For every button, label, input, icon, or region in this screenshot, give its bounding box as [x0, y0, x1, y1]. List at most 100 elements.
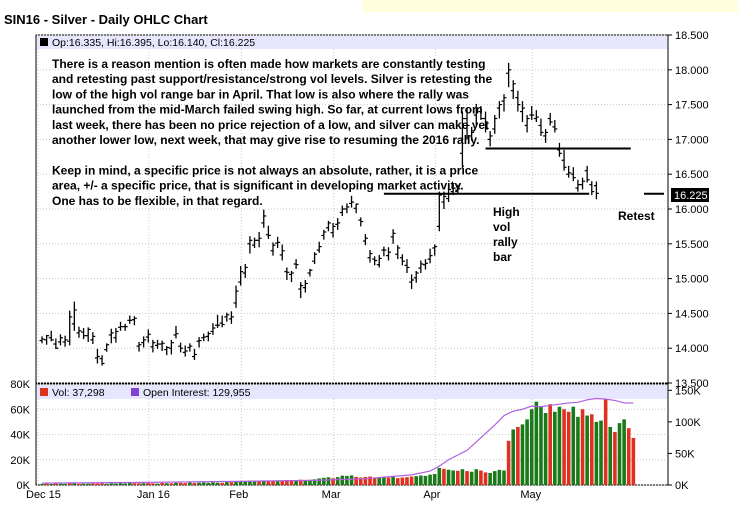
volume-bar — [331, 478, 335, 485]
ohlc-bar — [547, 112, 553, 126]
volume-bar — [497, 469, 502, 485]
volume-bar — [220, 482, 224, 485]
ohlc-bar — [492, 115, 498, 134]
price-tick-label: 16.500 — [675, 169, 709, 181]
volume-bar — [303, 480, 308, 485]
ohlc-bar — [261, 209, 267, 228]
ohlc-bar — [219, 315, 225, 328]
volume-bar — [525, 419, 529, 485]
ohlc-bar — [422, 259, 428, 270]
price-grid — [37, 34, 667, 384]
volume-bar — [58, 483, 63, 485]
volume-bar — [465, 471, 469, 485]
ohlc-bar — [325, 220, 331, 232]
ohlc-bar — [191, 348, 197, 361]
ohlc-bar — [529, 105, 535, 120]
ohlc-bar — [39, 336, 45, 344]
volume-bar — [372, 477, 377, 485]
volume-bar — [562, 409, 566, 485]
commentary-text: There is a reason mention is often made … — [52, 57, 492, 208]
price-tick-label: 14.000 — [675, 343, 709, 355]
ohlc-bar — [182, 345, 188, 357]
ohlc-bar — [85, 327, 91, 342]
ohlc-bar — [205, 331, 211, 342]
ohlc-bar — [201, 333, 207, 342]
volume-bar — [488, 473, 492, 485]
volume-bar — [225, 481, 229, 485]
ohlc-bar — [302, 279, 308, 293]
volume-bar — [414, 476, 419, 485]
volume-bar — [529, 409, 534, 485]
commentary-line: There is a reason mention is often made … — [52, 57, 485, 71]
volume-bar — [479, 470, 483, 485]
volume-bar — [349, 475, 354, 485]
ohlc-bar — [307, 268, 313, 277]
commentary-line: another lower low, next week, that may g… — [52, 133, 479, 147]
volume-bar — [391, 476, 395, 485]
ohlc-bar — [196, 337, 202, 348]
ohlc-bar — [570, 167, 576, 182]
ohlc-bar — [515, 90, 521, 112]
retest-annotation: Retest — [618, 209, 655, 223]
volume-bar — [423, 475, 428, 485]
volume-bar — [622, 419, 626, 485]
volume-bar — [419, 475, 423, 485]
chart-title: SIN16 - Silver - Daily OHLC Chart — [4, 12, 208, 27]
ohlc-bar — [427, 248, 433, 264]
price-tick-label: 13.500 — [675, 378, 709, 390]
volume-bar — [456, 470, 460, 485]
volume-bar — [132, 483, 137, 485]
volume-bar — [534, 401, 539, 485]
volume-bar — [123, 483, 127, 485]
volume-bar — [451, 470, 455, 485]
volume-bar — [548, 404, 552, 485]
volume-bar — [483, 472, 488, 485]
volume-bars — [40, 399, 636, 485]
price-legend-band — [37, 36, 667, 49]
volume-bar — [469, 471, 474, 485]
oi-tick-label: 100K — [675, 417, 701, 429]
volume-bar — [345, 475, 349, 485]
volume-bar — [77, 483, 81, 485]
volume-bar — [377, 477, 382, 485]
high-vol-label-line: bar — [493, 250, 512, 264]
volume-bar — [626, 428, 631, 485]
volume-bar — [298, 479, 303, 485]
ohlc-bar — [238, 266, 244, 286]
ohlc-bar — [118, 321, 124, 331]
volume-bar — [104, 483, 109, 485]
ohlc-bar — [279, 244, 285, 261]
ohlc-bar — [284, 267, 290, 280]
volume-bar — [308, 479, 312, 485]
ohlc-bar — [104, 343, 110, 352]
ohlc-bar — [265, 225, 271, 239]
ohlc-bar — [593, 181, 599, 200]
date-tick-label: May — [520, 489, 541, 501]
volume-bar — [252, 480, 257, 485]
volume-bar — [594, 421, 599, 485]
ohlc-bar — [575, 179, 581, 192]
price-tick-label: 18.500 — [675, 30, 709, 42]
ohlc-bar — [543, 128, 549, 143]
volume-bar — [169, 483, 174, 485]
ohlc-bar — [90, 332, 96, 345]
date-tick-label: Feb — [229, 489, 248, 501]
volume-tick-label: 0K — [17, 480, 31, 492]
volume-bar — [91, 483, 95, 485]
volume-bar — [502, 470, 506, 485]
volume-bar — [428, 474, 432, 485]
ohlc-bar — [44, 334, 50, 345]
volume-bar — [617, 423, 622, 485]
open-interest-axis: 150K 100K 50K 0K — [668, 385, 701, 492]
volume-bar — [114, 483, 118, 485]
price-tick-label: 15.000 — [675, 274, 709, 286]
ohlc-bar — [275, 236, 281, 248]
volume-bar — [40, 483, 44, 485]
volume-bar — [553, 411, 557, 485]
volume-bar — [155, 483, 160, 485]
ohlc-bar — [469, 126, 475, 141]
ohlc-bar — [589, 181, 595, 196]
ohlc-bar — [413, 270, 419, 283]
